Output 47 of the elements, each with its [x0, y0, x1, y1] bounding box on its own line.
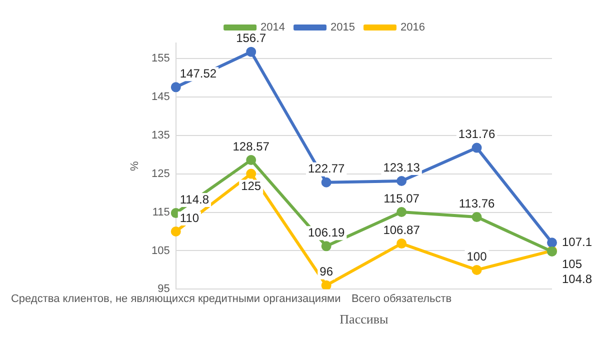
data-label: 123.13: [383, 160, 420, 174]
x-axis-title: Пассивы: [340, 312, 388, 327]
point: [472, 264, 482, 275]
data-label: 110: [180, 210, 200, 225]
data-label: 96: [320, 264, 334, 279]
y-tick-label: 155: [152, 52, 170, 64]
legend-label: 2015: [330, 22, 355, 34]
point: [472, 142, 482, 153]
y-tick-label: 115: [152, 206, 170, 218]
point: [170, 82, 181, 92]
point: [472, 212, 482, 222]
data-label: 107.1: [562, 234, 592, 249]
point: [321, 177, 332, 188]
data-label: 131.76: [458, 127, 496, 142]
point: [170, 226, 181, 236]
data-label: 113.76: [458, 196, 496, 210]
data-label: 147.52: [180, 66, 217, 80]
point: [246, 155, 256, 166]
point: [321, 241, 332, 252]
data-label: 115.07: [384, 191, 420, 206]
data-label: 114.8: [180, 192, 210, 206]
legend-label: 2014: [260, 22, 286, 34]
data-label: 100: [466, 249, 488, 264]
data-label: 106.19: [308, 225, 345, 240]
y-tick-label: 125: [152, 168, 170, 180]
point: [547, 238, 557, 248]
point: [321, 280, 332, 290]
x-tick-label: Средства клиентов, не являющихся кредитными организациями: [10, 292, 341, 305]
y-tick-label: 95: [158, 283, 170, 296]
legend-label: 2016: [400, 22, 425, 34]
point: [246, 46, 256, 57]
point: [396, 206, 407, 217]
data-label: 106.87: [383, 222, 420, 237]
data-label: 105: [562, 257, 582, 272]
point: [246, 168, 256, 179]
y-tick-label: 135: [152, 129, 170, 142]
y-tick-label: 145: [152, 90, 170, 103]
y-axis-title: %: [128, 160, 141, 171]
data-label: 104.8: [562, 272, 592, 286]
data-label: 122.77: [308, 162, 345, 176]
x-tick-label: Всего обязательств: [351, 292, 452, 305]
point: [396, 238, 407, 249]
y-tick-label: 105: [152, 244, 170, 257]
data-label: 156.7: [236, 31, 266, 46]
point: [396, 176, 407, 186]
data-label: 128.57: [232, 139, 270, 154]
data-label: 125: [241, 179, 262, 194]
